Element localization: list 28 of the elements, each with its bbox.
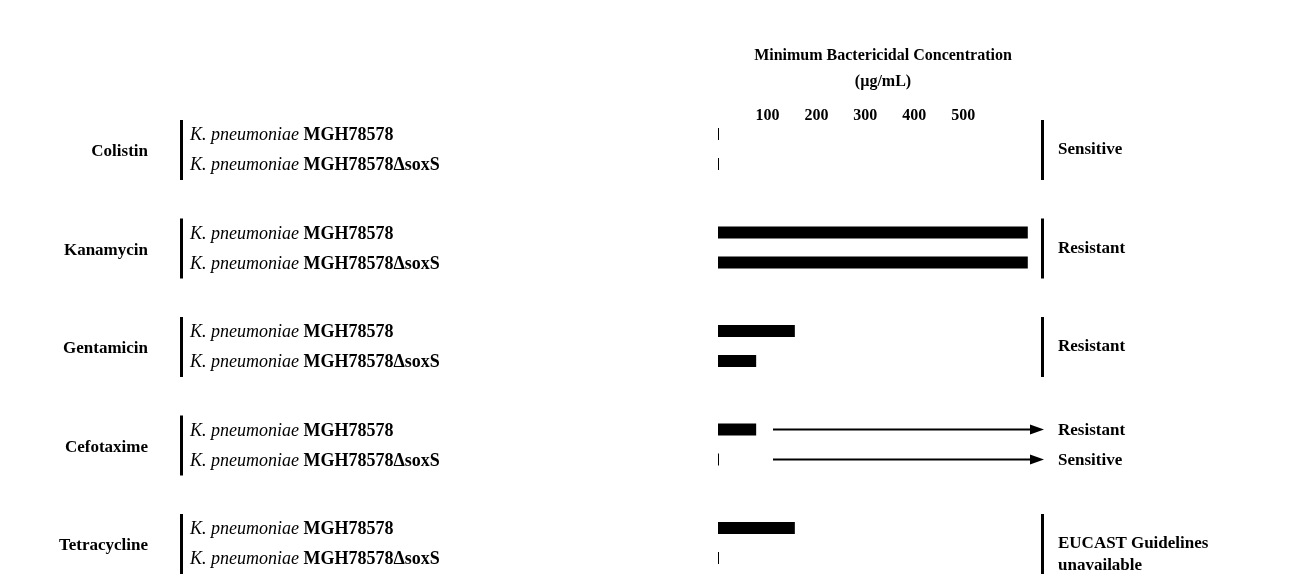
y-tick-label: K. pneumoniae MGH78578 xyxy=(189,321,394,341)
text: Resistant xyxy=(1058,237,1126,257)
x-axis-title: (µg/mL) xyxy=(854,72,912,90)
x2-tick-label: 300 xyxy=(853,106,878,123)
x2-tick-label: 100 xyxy=(755,106,780,123)
y-tick-label: K. pneumoniae MGH78578ΔsoxS xyxy=(189,154,440,174)
y-tick-label: K. pneumoniae MGH78578ΔsoxS xyxy=(189,351,440,371)
text: Resistant xyxy=(1058,336,1126,355)
text: Kanamycin xyxy=(63,239,149,259)
x2-tick-label: 500 xyxy=(951,106,976,123)
y-tick-label: K. pneumoniae MGH78578 xyxy=(189,518,394,538)
y-tick-label: K. pneumoniae MGH78578ΔsoxS xyxy=(189,548,440,568)
x2-tick-label: 200 xyxy=(804,106,829,123)
text: Gentamicin xyxy=(63,338,149,357)
y-tick-label: K. pneumoniae MGH78578ΔsoxS xyxy=(189,449,440,470)
y-tick-label: K. pneumoniae MGH78578 xyxy=(189,124,394,144)
text: Sensitive xyxy=(1058,139,1123,158)
y-tick-label: K. pneumoniae MGH78578 xyxy=(189,419,394,440)
text: Sensitive xyxy=(1058,449,1123,469)
text: Cefotaxime xyxy=(64,436,149,456)
text: Resistant xyxy=(1058,419,1126,439)
text: Tetracycline xyxy=(58,535,149,554)
text: Colistin xyxy=(91,141,149,160)
text: EUCAST Guidelines unavailable xyxy=(1058,533,1209,574)
y-tick-label: K. pneumoniae MGH78578ΔsoxS xyxy=(189,252,440,273)
y-tick-label: K. pneumoniae MGH78578 xyxy=(189,222,394,243)
chart-title: Minimum Bactericidal Concentration xyxy=(754,46,1012,63)
x2-tick-label: 400 xyxy=(902,106,927,123)
